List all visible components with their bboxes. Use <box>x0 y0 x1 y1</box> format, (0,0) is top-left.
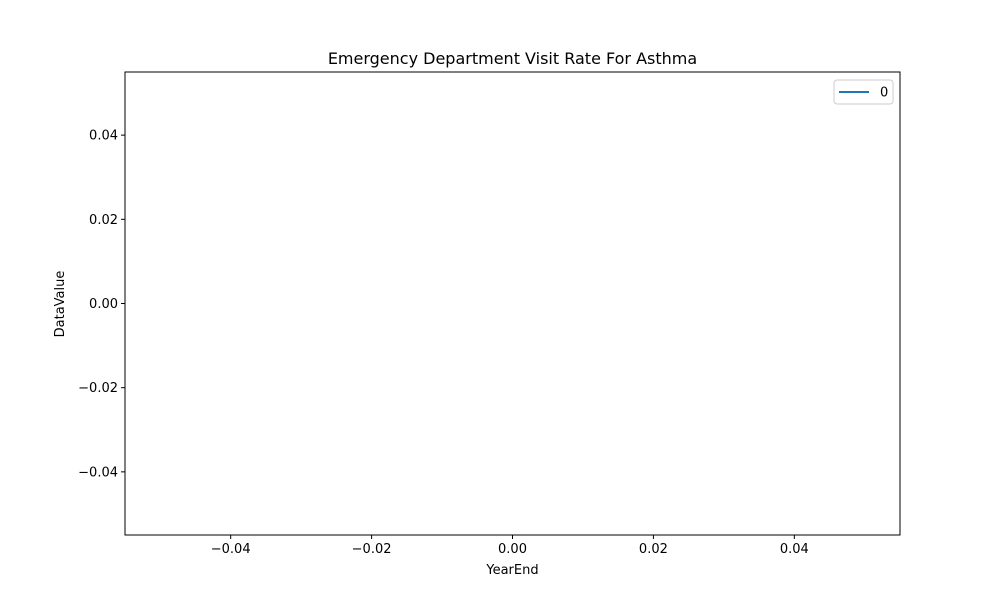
x-axis-label: YearEnd <box>485 563 538 578</box>
y-tick-label: −0.02 <box>78 381 118 396</box>
y-axis-label: DataValue <box>53 271 68 338</box>
chart-title: Emergency Department Visit Rate For Asth… <box>328 49 697 68</box>
x-tick-label: −0.02 <box>352 542 392 557</box>
x-tick-label: 0.04 <box>780 542 809 557</box>
y-tick-label: 0.00 <box>89 297 118 312</box>
x-tick-label: 0.02 <box>639 542 668 557</box>
x-tick-label: 0.00 <box>498 542 527 557</box>
y-tick-label: 0.02 <box>89 213 118 228</box>
y-tick-label: 0.04 <box>89 129 118 144</box>
x-axis-ticks: −0.04 −0.02 0.00 0.02 0.04 <box>211 535 809 557</box>
y-tick-label: −0.04 <box>78 465 118 480</box>
legend: 0 <box>833 79 894 105</box>
legend-entry-label: 0 <box>880 86 888 101</box>
x-tick-label: −0.04 <box>211 542 251 557</box>
y-axis-ticks: 0.04 0.02 0.00 −0.02 −0.04 <box>78 129 125 480</box>
